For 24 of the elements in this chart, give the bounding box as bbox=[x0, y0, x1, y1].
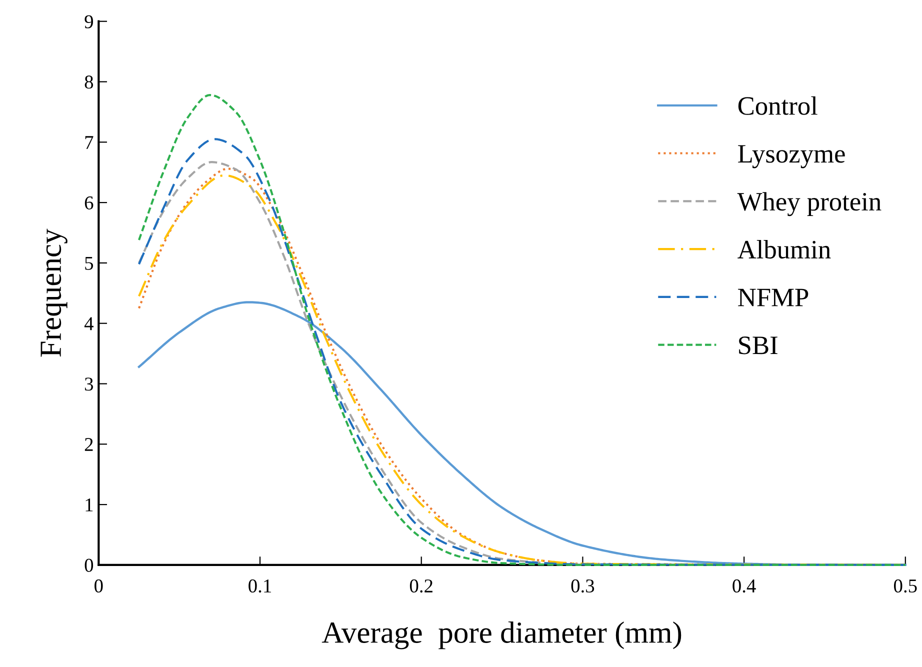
legend-label: Whey protein bbox=[737, 192, 882, 216]
legend-label: Lysozyme bbox=[738, 145, 845, 168]
legend-label: NFMP bbox=[738, 288, 808, 306]
y-tick-label: 2 bbox=[84, 438, 93, 451]
x-tick-label: 0.1 bbox=[248, 579, 271, 593]
x-tick-label: 0.5 bbox=[894, 579, 917, 593]
y-axis-title: Frequency bbox=[40, 228, 68, 357]
legend-label: Control bbox=[738, 96, 818, 115]
y-tick-label: 4 bbox=[84, 317, 94, 330]
y-tick-label: 7 bbox=[85, 136, 94, 149]
y-tick-label: 3 bbox=[85, 378, 94, 391]
x-tick-label: 0 bbox=[94, 579, 103, 593]
y-tick-label: 5 bbox=[85, 256, 94, 270]
x-tick-label: 0.3 bbox=[571, 579, 594, 593]
y-tick-label: 9 bbox=[84, 15, 93, 28]
y-tick-label: 0 bbox=[84, 558, 94, 572]
x-axis-title: Average pore diameter (mm) bbox=[322, 621, 682, 650]
y-tick-label: 8 bbox=[84, 76, 94, 89]
x-tick-label: 0.4 bbox=[732, 579, 756, 593]
y-tick-label: 6 bbox=[84, 196, 94, 210]
y-tick-label: 1 bbox=[86, 498, 93, 512]
legend-label: Albumin bbox=[738, 240, 831, 259]
legend-label: SBI bbox=[739, 336, 778, 354]
x-tick-label: 0.2 bbox=[410, 579, 432, 593]
